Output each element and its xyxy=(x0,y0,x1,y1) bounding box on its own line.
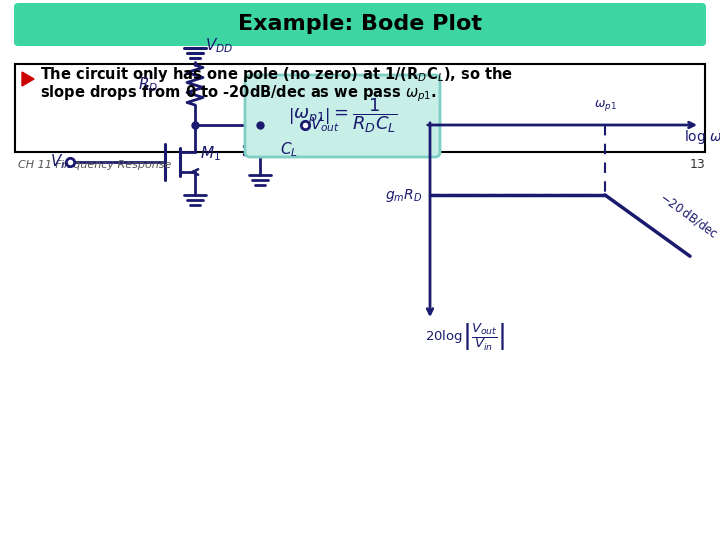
Text: $20\log\!\left|\dfrac{V_{out}}{V_{in}}\right|$: $20\log\!\left|\dfrac{V_{out}}{V_{in}}\r… xyxy=(425,322,505,353)
Text: The circuit only has one pole (no zero) at 1/(R$_D$C$_L$), so the: The circuit only has one pole (no zero) … xyxy=(40,64,513,84)
Text: $V_{DD}$: $V_{DD}$ xyxy=(205,37,233,56)
Text: $V_{in}$: $V_{in}$ xyxy=(50,153,71,171)
FancyBboxPatch shape xyxy=(14,3,706,46)
FancyBboxPatch shape xyxy=(15,64,705,152)
Text: $\omega_{p1}$: $\omega_{p1}$ xyxy=(593,98,616,113)
Text: $-20\,\mathrm{dB/dec}$: $-20\,\mathrm{dB/dec}$ xyxy=(657,188,720,241)
Text: $V_{out}$: $V_{out}$ xyxy=(310,116,341,134)
Text: $g_m R_D$: $g_m R_D$ xyxy=(384,186,422,204)
Polygon shape xyxy=(22,72,34,86)
Text: $\log\,\omega$: $\log\,\omega$ xyxy=(684,128,720,146)
Text: $C_L$: $C_L$ xyxy=(280,140,298,159)
Text: Example: Bode Plot: Example: Bode Plot xyxy=(238,14,482,34)
Text: $\left|\omega_{p1}\right| = \dfrac{1}{R_D C_L}$: $\left|\omega_{p1}\right| = \dfrac{1}{R_… xyxy=(288,97,397,136)
Text: $R_D$: $R_D$ xyxy=(138,76,158,94)
Text: 13: 13 xyxy=(689,159,705,172)
FancyBboxPatch shape xyxy=(245,75,440,157)
Text: slope drops from 0 to -20dB/dec as we pass $\omega_{p1}$.: slope drops from 0 to -20dB/dec as we pa… xyxy=(40,84,437,104)
Text: CH 11 Frequency Response: CH 11 Frequency Response xyxy=(18,160,171,170)
Text: $M_1$: $M_1$ xyxy=(200,145,221,163)
